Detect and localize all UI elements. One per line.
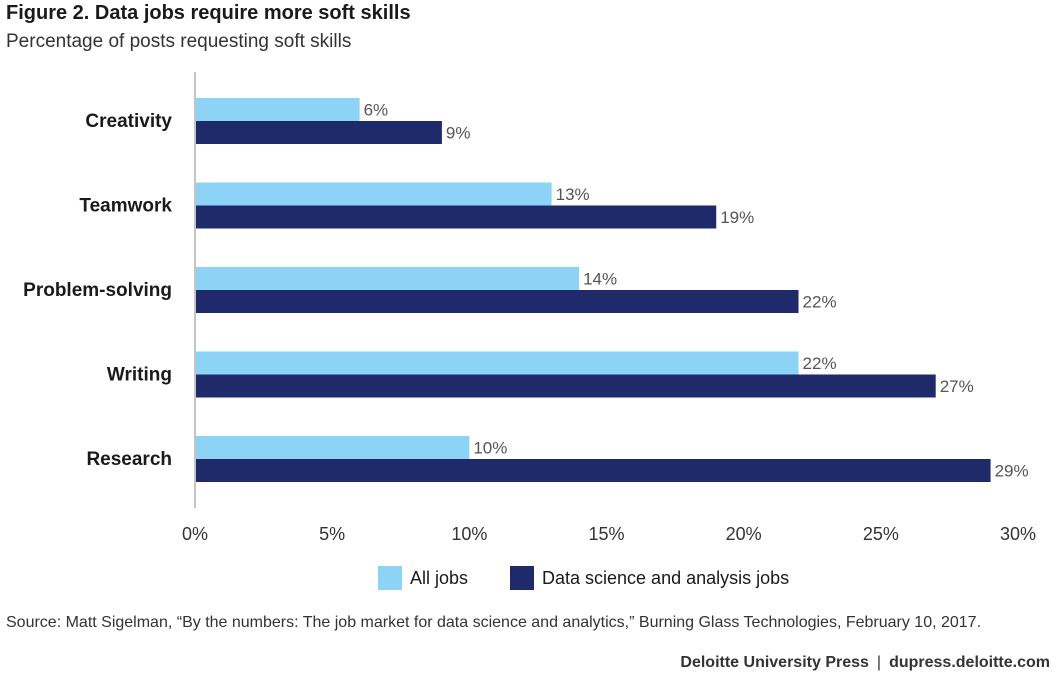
bar-data-science-jobs xyxy=(196,121,442,144)
data-label-data-science-jobs: 9% xyxy=(446,124,471,143)
x-tick-label: 25% xyxy=(863,524,899,544)
category-label: Problem-solving xyxy=(23,280,172,301)
bar-all-jobs xyxy=(196,98,360,121)
x-tick-label: 20% xyxy=(726,524,762,544)
bar-data-science-jobs xyxy=(196,205,717,229)
category-label: Creativity xyxy=(85,111,172,132)
data-label-data-science-jobs: 27% xyxy=(940,377,974,396)
bar-data-science-jobs xyxy=(196,290,799,313)
legend-swatch-all-jobs xyxy=(378,566,402,590)
legend-item-all-jobs: All jobs xyxy=(378,566,468,590)
x-tick-label: 15% xyxy=(588,524,624,544)
data-label-data-science-jobs: 29% xyxy=(995,462,1029,481)
chart-legend: All jobs Data science and analysis jobs xyxy=(0,566,1058,590)
category-label: Writing xyxy=(107,365,172,386)
category-label: Teamwork xyxy=(79,196,172,217)
bar-data-science-jobs xyxy=(196,374,936,398)
bar-data-science-jobs xyxy=(196,459,991,482)
category-label: Research xyxy=(86,449,172,470)
bar-all-jobs xyxy=(196,351,799,375)
x-tick-label: 5% xyxy=(319,524,345,544)
data-label-all-jobs: 14% xyxy=(583,270,617,289)
legend-swatch-data-science-jobs xyxy=(510,566,534,590)
publisher-website: dupress.deloitte.com xyxy=(889,654,1050,671)
data-label-all-jobs: 6% xyxy=(364,101,389,120)
bar-chart: 0% 5% 10% 15% 20% 25% 30% Creativity 6% 9% Teamwo… xyxy=(23,72,1036,544)
bar-all-jobs xyxy=(196,182,552,206)
legend-label-all-jobs: All jobs xyxy=(410,567,469,588)
figure-title: Figure 2. Data jobs require more soft sk… xyxy=(6,2,411,24)
credit-separator: | xyxy=(876,654,882,671)
x-tick-label: 30% xyxy=(1000,524,1036,544)
data-label-data-science-jobs: 19% xyxy=(720,208,754,227)
data-label-all-jobs: 22% xyxy=(803,354,837,373)
publisher-credit: Deloitte University Press | dupress.deloit… xyxy=(680,654,1050,672)
data-label-all-jobs: 10% xyxy=(473,439,507,458)
publisher-name: Deloitte University Press xyxy=(680,654,869,671)
x-tick-label: 0% xyxy=(182,524,208,544)
figure-subtitle: Percentage of posts requesting soft skil… xyxy=(6,31,352,52)
source-note: Source: Matt Sigelman, “By the numbers: … xyxy=(6,614,982,631)
legend-label-data-science-jobs: Data science and analysis jobs xyxy=(542,567,790,588)
bar-all-jobs xyxy=(196,267,580,290)
legend-item-data-science-jobs: Data science and analysis jobs xyxy=(510,566,789,590)
data-label-data-science-jobs: 22% xyxy=(803,293,837,312)
bar-all-jobs xyxy=(196,436,470,459)
x-tick-label: 10% xyxy=(451,524,487,544)
data-label-all-jobs: 13% xyxy=(556,185,590,204)
